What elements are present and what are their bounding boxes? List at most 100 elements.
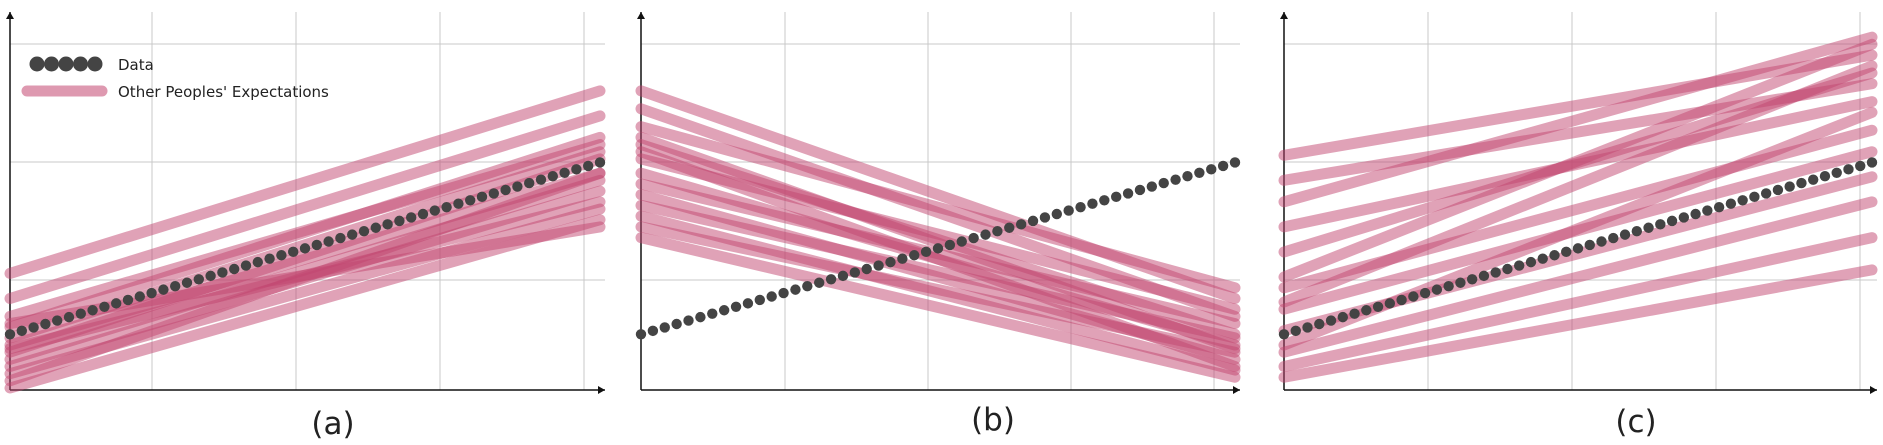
data-point — [1655, 219, 1666, 230]
expectation-line — [4, 85, 606, 279]
data-point — [205, 270, 216, 282]
data-point — [453, 198, 464, 209]
data-point — [1784, 181, 1795, 192]
data-point — [122, 294, 134, 306]
data-point — [718, 305, 730, 316]
data-point — [1643, 222, 1654, 233]
legend-data-swatch — [29, 56, 103, 72]
data-point — [1063, 205, 1074, 216]
data-point — [1843, 164, 1854, 175]
data-point — [992, 225, 1003, 237]
data-point — [146, 287, 157, 299]
data-point — [647, 325, 659, 337]
data-point — [1584, 239, 1595, 251]
legend-data-label: Data — [118, 56, 154, 74]
data-point — [1443, 280, 1454, 292]
data-point — [1396, 294, 1407, 306]
data-point — [754, 294, 765, 306]
data-point — [1087, 198, 1098, 209]
expectation-line — [4, 110, 606, 304]
data-point — [635, 329, 647, 340]
data-point — [1760, 188, 1772, 199]
data-point — [406, 212, 417, 223]
data-point — [99, 301, 110, 313]
data-point — [909, 250, 920, 261]
data-point — [1819, 171, 1831, 182]
data-point — [1796, 177, 1807, 189]
data-point — [861, 263, 872, 275]
expectation-line — [635, 146, 1241, 373]
data-point — [1455, 277, 1466, 288]
expectation-line — [1278, 49, 1878, 161]
data-point — [968, 232, 979, 244]
panel-b — [635, 12, 1241, 394]
expectation-line — [1278, 60, 1878, 308]
x-axis-arrow — [1870, 386, 1877, 394]
data-point — [778, 287, 789, 299]
panel-a-label: (a) — [311, 406, 354, 442]
data-point — [695, 311, 706, 323]
data-point — [1772, 184, 1784, 196]
data-point — [264, 253, 275, 264]
data-point — [52, 315, 63, 326]
data-point — [1808, 174, 1819, 185]
data-point — [1099, 195, 1110, 206]
y-axis-arrow — [637, 12, 645, 19]
expectation-line — [1278, 38, 1878, 283]
data-point — [1855, 160, 1866, 172]
expectation-line — [635, 121, 1241, 294]
data-point — [1690, 208, 1701, 220]
data-point — [897, 253, 908, 264]
data-point — [382, 219, 393, 230]
data-point — [1737, 195, 1748, 206]
data-point — [323, 236, 334, 247]
data-point — [441, 201, 452, 213]
data-point — [594, 157, 606, 168]
data-point — [417, 208, 429, 220]
data-point — [583, 160, 594, 172]
data-point — [429, 205, 440, 216]
data-point — [1146, 181, 1158, 192]
data-point — [956, 236, 967, 247]
data-point — [707, 308, 718, 319]
data-point — [1290, 325, 1301, 337]
data-point — [111, 298, 122, 309]
data-point — [1004, 222, 1015, 233]
legend-expectations-label: Other Peoples' Expectations — [118, 83, 329, 101]
data-point — [1725, 198, 1737, 209]
data-point — [1831, 167, 1842, 178]
data-point — [742, 298, 754, 309]
data-point — [488, 188, 499, 199]
data-point — [1170, 174, 1181, 185]
data-point — [1749, 191, 1760, 203]
data-point — [1337, 311, 1349, 323]
data-point — [1713, 201, 1725, 213]
data-point — [40, 318, 51, 330]
expectation-line — [4, 196, 606, 355]
data-point — [1572, 243, 1584, 254]
data-point — [1866, 157, 1878, 168]
data-point — [1229, 157, 1241, 168]
data-point — [170, 280, 181, 292]
data-point — [1525, 256, 1537, 268]
data-point — [1549, 250, 1560, 261]
data-point — [683, 315, 694, 326]
data-point — [1217, 160, 1229, 172]
data-point — [63, 311, 75, 323]
data-point — [181, 277, 193, 288]
data-point — [134, 291, 145, 302]
data-point — [1361, 305, 1372, 316]
data-point — [1384, 298, 1396, 309]
data-point — [4, 329, 16, 340]
data-point — [276, 250, 287, 261]
data-point — [571, 164, 582, 175]
x-axis-arrow — [598, 386, 605, 394]
data-point — [1631, 225, 1643, 237]
data-point — [1666, 215, 1678, 227]
x-axis-arrow — [1233, 386, 1240, 394]
data-point — [1015, 219, 1027, 230]
data-point — [1158, 177, 1169, 189]
data-point — [1134, 184, 1146, 196]
data-point — [802, 280, 813, 292]
